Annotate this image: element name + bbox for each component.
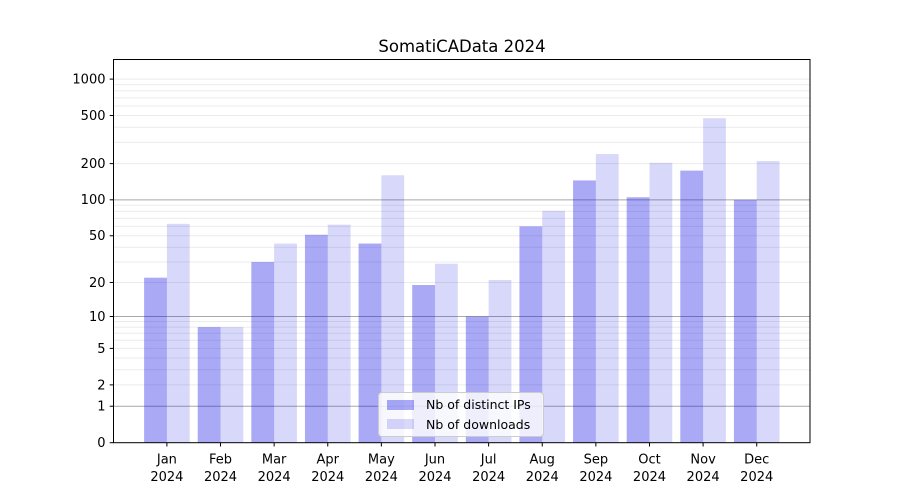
y-tick-label: 2 bbox=[97, 378, 105, 393]
y-tick-label: 5 bbox=[97, 342, 105, 357]
bar-aug-downloads bbox=[542, 210, 566, 443]
x-tick-label-month: Nov bbox=[690, 453, 716, 468]
legend-label-downloads: Nb of downloads bbox=[426, 416, 531, 432]
x-tick-label-month: Apr bbox=[317, 453, 340, 468]
bar-jan-downloads bbox=[166, 223, 190, 443]
y-tick-label: 20 bbox=[89, 276, 106, 291]
y-tick-label: 0 bbox=[97, 436, 105, 451]
bar-dec-downloads bbox=[756, 161, 780, 443]
bar-apr-downloads bbox=[327, 224, 351, 443]
legend-item-downloads: Nb of downloads bbox=[387, 417, 543, 432]
bar-oct-ips bbox=[626, 197, 650, 443]
x-tick-label-month: Sep bbox=[584, 453, 609, 468]
x-tick-label-year: 2024 bbox=[579, 470, 612, 485]
bar-dec-ips bbox=[733, 199, 757, 443]
bar-sep-ips bbox=[573, 180, 596, 443]
x-tick-label-month: Mar bbox=[262, 453, 287, 468]
x-tick-label-month: Dec bbox=[744, 453, 769, 468]
bar-apr-ips bbox=[304, 234, 328, 443]
chart-title: SomatiCAData 2024 bbox=[378, 37, 546, 56]
bar-may-ips bbox=[358, 243, 382, 443]
legend-swatch-distinct-ips bbox=[387, 400, 414, 410]
x-tick-label-month: May bbox=[368, 453, 395, 468]
x-tick-label-year: 2024 bbox=[687, 470, 720, 485]
x-tick-label-month: Jul bbox=[480, 453, 497, 468]
plot-frame bbox=[113, 59, 811, 444]
bar-nov-downloads bbox=[703, 118, 726, 443]
x-tick-label-month: Feb bbox=[209, 453, 232, 468]
y-tick-label: 1 bbox=[97, 400, 105, 415]
x-tick-label-year: 2024 bbox=[526, 470, 559, 485]
bar-jan-ips bbox=[144, 277, 167, 443]
x-tick-label-month: Jun bbox=[424, 453, 445, 468]
x-tick-label-year: 2024 bbox=[258, 470, 291, 485]
bar-may-downloads bbox=[381, 175, 405, 443]
x-tick-label-month: Aug bbox=[530, 453, 555, 468]
bar-nov-ips bbox=[680, 170, 704, 443]
bar-sep-downloads bbox=[595, 154, 619, 443]
x-tick-label-year: 2024 bbox=[472, 470, 505, 485]
y-tick-label: 100 bbox=[81, 193, 106, 208]
x-tick-label-year: 2024 bbox=[150, 470, 183, 485]
x-tick-label-year: 2024 bbox=[740, 470, 773, 485]
x-tick-label-year: 2024 bbox=[633, 470, 666, 485]
x-tick-label-year: 2024 bbox=[418, 470, 451, 485]
y-tick-label: 500 bbox=[81, 109, 106, 124]
legend-label-distinct-ips: Nb of distinct IPs bbox=[426, 397, 531, 413]
y-tick-label: 200 bbox=[81, 157, 106, 172]
y-tick-label: 50 bbox=[89, 229, 106, 244]
x-tick-label-year: 2024 bbox=[365, 470, 398, 485]
x-tick-label-year: 2024 bbox=[311, 470, 344, 485]
x-tick-label-month: Oct bbox=[638, 453, 660, 468]
bar-mar-downloads bbox=[274, 243, 297, 443]
legend: Nb of distinct IPs Nb of downloads bbox=[378, 392, 544, 437]
bar-feb-downloads bbox=[220, 327, 244, 443]
legend-swatch-downloads bbox=[387, 419, 414, 429]
x-tick-label-month: Jan bbox=[156, 453, 177, 468]
x-tick-label-year: 2024 bbox=[204, 470, 237, 485]
y-tick-label: 10 bbox=[89, 310, 106, 325]
bar-mar-ips bbox=[251, 261, 275, 443]
legend-item-distinct-ips: Nb of distinct IPs bbox=[387, 397, 543, 412]
y-tick-label: 1000 bbox=[72, 73, 105, 88]
bar-oct-downloads bbox=[649, 162, 673, 443]
bar-feb-ips bbox=[197, 327, 221, 443]
bar-aug-ips bbox=[519, 226, 543, 443]
